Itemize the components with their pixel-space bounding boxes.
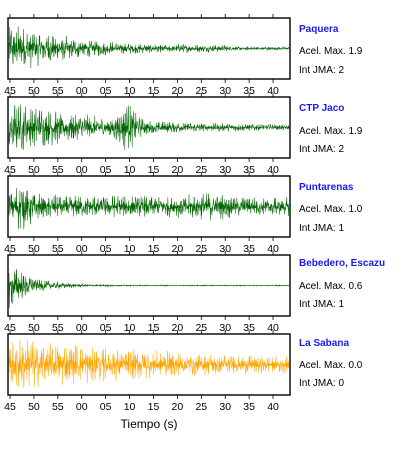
panel-frame-4 — [7, 333, 291, 396]
waveform-0 — [8, 26, 290, 69]
x-tick-label-4-3: 00 — [76, 401, 88, 413]
x-tick-label-3-0: 45 — [4, 322, 16, 334]
x-tick-label-1-7: 20 — [172, 164, 184, 176]
x-tick-label-1-10: 35 — [243, 164, 255, 176]
panel-0: 45 50 55 00 05 10 15 20 25 30 35 40 — [4, 14, 291, 97]
int-jma-ctp-jaco: Int JMA: 2 — [299, 144, 345, 155]
x-tick-label-0-2: 55 — [52, 85, 64, 97]
x-tick-label-3-5: 10 — [124, 322, 136, 334]
panel-1: 45 50 55 00 05 10 15 20 25 30 35 40 — [4, 93, 291, 176]
x-tick-label-4-6: 15 — [148, 401, 160, 413]
x-tick-label-4-10: 35 — [243, 401, 255, 413]
seismogram-panels: 45 50 55 00 05 10 15 20 25 30 35 40 45 50 55 00 05 10 15 20… — [4, 14, 291, 413]
panel-frame-3 — [7, 254, 291, 317]
x-tick-label-1-8: 25 — [195, 164, 207, 176]
x-tick-label-2-0: 45 — [4, 243, 16, 255]
int-jma-puntarenas: Int JMA: 1 — [299, 223, 345, 234]
acc-max-la-sabana: Acel. Max. 0.0 — [299, 360, 363, 371]
station-name-la-sabana: La Sabana — [299, 338, 350, 349]
x-tick-label-2-2: 55 — [52, 243, 64, 255]
x-tick-label-1-2: 55 — [52, 164, 64, 176]
x-tick-label-4-11: 40 — [267, 401, 279, 413]
x-tick-label-4-8: 25 — [195, 401, 207, 413]
x-tick-label-2-10: 35 — [243, 243, 255, 255]
x-tick-label-0-5: 10 — [124, 85, 136, 97]
x-tick-label-0-11: 40 — [267, 85, 279, 97]
x-tick-label-3-4: 05 — [100, 322, 112, 334]
x-axis-title: Tiempo (s) — [120, 417, 178, 431]
station-name-ctp-jaco: CTP Jaco — [299, 103, 345, 114]
panel-2: 45 50 55 00 05 10 15 20 25 30 35 40 — [4, 172, 291, 255]
x-tick-label-2-9: 30 — [219, 243, 231, 255]
int-jma-bebedero-escazu: Int JMA: 1 — [299, 299, 345, 310]
x-tick-label-3-1: 50 — [28, 322, 40, 334]
x-tick-label-2-4: 05 — [100, 243, 112, 255]
panel-3: 45 50 55 00 05 10 15 20 25 30 35 40 — [4, 251, 291, 334]
acc-max-puntarenas: Acel. Max. 1.0 — [299, 204, 363, 215]
waveform-3 — [8, 269, 290, 308]
panel-frame-1 — [7, 96, 291, 159]
x-tick-label-3-11: 40 — [267, 322, 279, 334]
x-tick-label-1-0: 45 — [4, 164, 16, 176]
x-tick-label-3-6: 15 — [148, 322, 160, 334]
x-tick-label-3-8: 25 — [195, 322, 207, 334]
x-tick-label-1-9: 30 — [219, 164, 231, 176]
x-tick-label-0-10: 35 — [243, 85, 255, 97]
x-tick-label-2-6: 15 — [148, 243, 160, 255]
x-tick-label-2-11: 40 — [267, 243, 279, 255]
acc-max-paquera: Acel. Max. 1.9 — [299, 46, 363, 57]
x-tick-label-1-6: 15 — [148, 164, 160, 176]
waveform-2 — [8, 188, 290, 230]
x-tick-label-0-0: 45 — [4, 85, 16, 97]
x-tick-label-0-4: 05 — [100, 85, 112, 97]
x-tick-label-4-4: 05 — [100, 401, 112, 413]
panel-4: 45 50 55 00 05 10 15 20 25 30 35 40 — [4, 330, 291, 413]
int-jma-la-sabana: Int JMA: 0 — [299, 378, 345, 389]
acc-max-ctp-jaco: Acel. Max. 1.9 — [299, 126, 363, 137]
x-tick-label-3-7: 20 — [172, 322, 184, 334]
x-tick-label-1-5: 10 — [124, 164, 136, 176]
x-tick-label-0-6: 15 — [148, 85, 160, 97]
x-tick-label-4-7: 20 — [172, 401, 184, 413]
x-tick-label-2-1: 50 — [28, 243, 40, 255]
x-tick-label-4-0: 45 — [4, 401, 16, 413]
x-tick-label-1-3: 00 — [76, 164, 88, 176]
waveform-1 — [8, 104, 290, 151]
x-tick-label-0-8: 25 — [195, 85, 207, 97]
x-tick-label-1-4: 05 — [100, 164, 112, 176]
x-tick-label-3-3: 00 — [76, 322, 88, 334]
x-tick-label-4-1: 50 — [28, 401, 40, 413]
x-tick-label-3-10: 35 — [243, 322, 255, 334]
int-jma-paquera: Int JMA: 2 — [299, 65, 345, 76]
station-name-puntarenas: Puntarenas — [299, 182, 354, 193]
x-tick-label-2-8: 25 — [195, 243, 207, 255]
x-tick-label-0-1: 50 — [28, 85, 40, 97]
panel-frame-0 — [7, 17, 291, 80]
x-tick-label-2-7: 20 — [172, 243, 184, 255]
x-tick-label-3-9: 30 — [219, 322, 231, 334]
x-tick-label-0-7: 20 — [172, 85, 184, 97]
x-tick-label-3-2: 55 — [52, 322, 64, 334]
station-name-paquera: Paquera — [299, 24, 339, 35]
x-tick-label-4-2: 55 — [52, 401, 64, 413]
station-name-bebedero-escazu: Bebedero, Escazu — [299, 258, 386, 269]
x-tick-label-2-3: 00 — [76, 243, 88, 255]
x-tick-label-0-3: 00 — [76, 85, 88, 97]
x-tick-label-4-9: 30 — [219, 401, 231, 413]
waveform-4 — [8, 339, 290, 388]
x-tick-label-2-5: 10 — [124, 243, 136, 255]
x-tick-label-0-9: 30 — [219, 85, 231, 97]
panel-frame-2 — [7, 175, 291, 238]
acc-max-bebedero-escazu: Acel. Max. 0.6 — [299, 281, 363, 292]
x-tick-label-1-1: 50 — [28, 164, 40, 176]
x-tick-label-1-11: 40 — [267, 164, 279, 176]
x-tick-label-4-5: 10 — [124, 401, 136, 413]
